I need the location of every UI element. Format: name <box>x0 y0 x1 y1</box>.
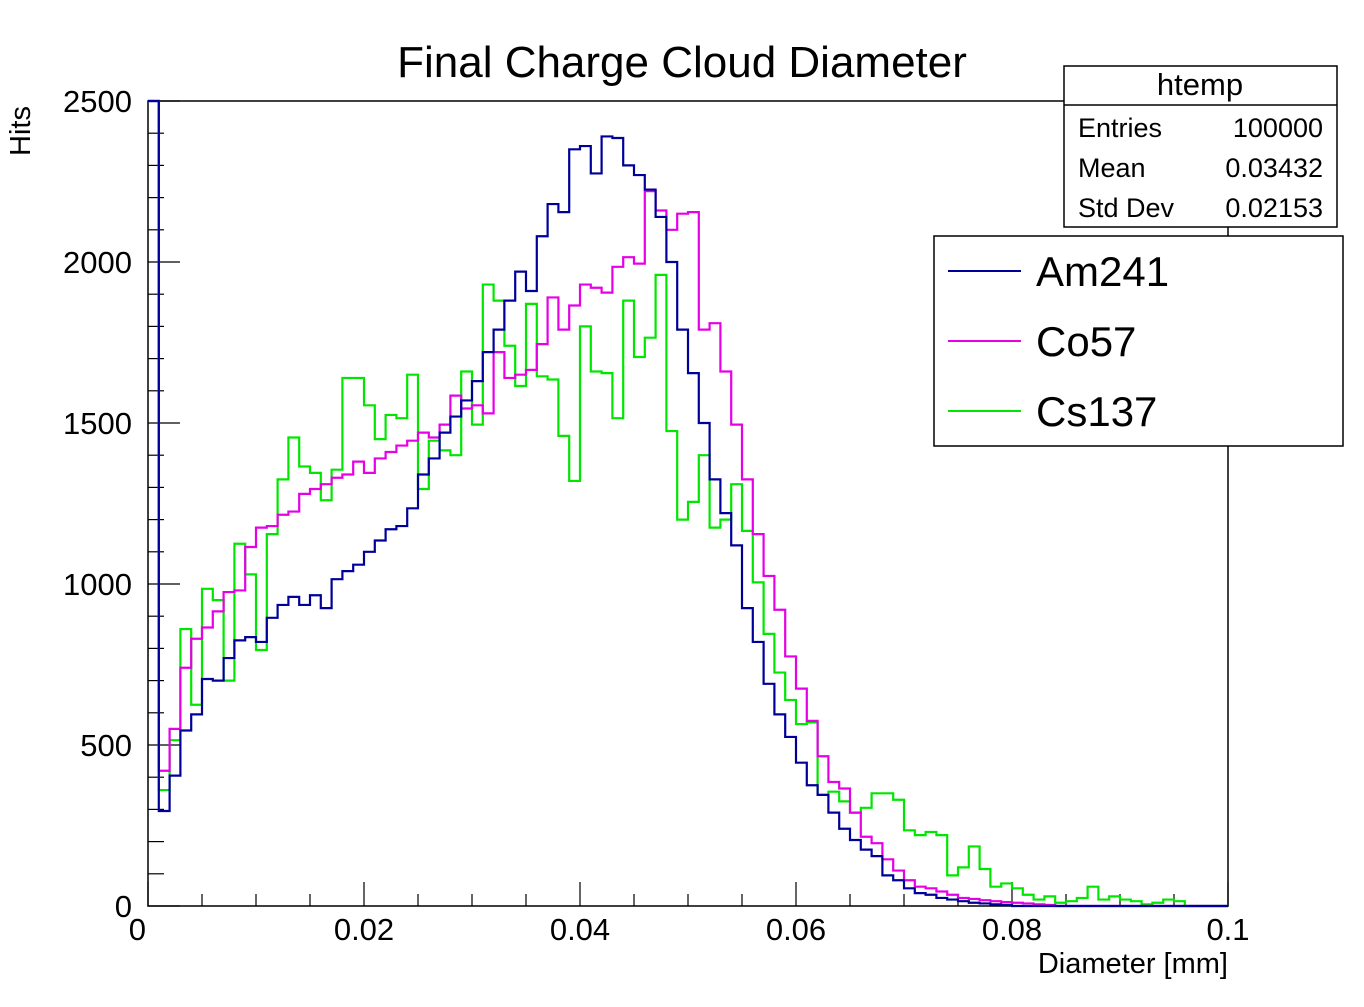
x-tick-label: 0.06 <box>766 912 826 947</box>
y-tick-label: 500 <box>80 728 132 763</box>
legend-label-cs137: Cs137 <box>1036 388 1157 435</box>
y-tick-label: 0 <box>115 889 132 924</box>
legend-label-am241: Am241 <box>1036 248 1169 295</box>
stats-entries-label: Entries <box>1078 113 1162 143</box>
series-layer <box>148 99 1228 908</box>
stats-entries-value: 100000 <box>1233 113 1323 143</box>
series-co57 <box>148 99 1228 908</box>
y-tick-label: 1000 <box>63 567 132 602</box>
stats-mean-label: Mean <box>1078 153 1146 183</box>
y-axis-label: Hits <box>5 106 37 156</box>
stats-box-title: htemp <box>1157 67 1243 102</box>
y-tick-label: 2000 <box>63 245 132 280</box>
x-tick-label: 0.02 <box>334 912 394 947</box>
x-tick-label: 0.1 <box>1206 912 1249 947</box>
stats-mean-value: 0.03432 <box>1225 153 1323 183</box>
x-tick-label: 0.04 <box>550 912 610 947</box>
x-axis-tick-labels: 0 0.02 0.04 0.06 0.08 0.1 <box>129 912 1250 947</box>
chart-title: Final Charge Cloud Diameter <box>397 38 967 87</box>
legend: Am241 Co57 Cs137 <box>933 235 1344 447</box>
x-axis-label: Diameter [mm] <box>1038 948 1228 980</box>
x-tick-label: 0 <box>129 912 146 947</box>
stats-box-frame <box>1063 65 1338 228</box>
stats-stddev-value: 0.02153 <box>1225 193 1323 223</box>
series-am241 <box>148 99 1228 908</box>
stats-stddev-label: Std Dev <box>1078 193 1175 223</box>
series-cs137 <box>148 99 1228 908</box>
y-tick-label: 2500 <box>63 84 132 119</box>
y-axis-tick-labels: 0 500 1000 1500 2000 2500 <box>63 84 132 924</box>
y-tick-label: 1500 <box>63 406 132 441</box>
legend-label-co57: Co57 <box>1036 318 1136 365</box>
stats-box: htemp Entries 100000 Mean 0.03432 Std De… <box>1063 65 1338 228</box>
x-tick-label: 0.08 <box>982 912 1042 947</box>
